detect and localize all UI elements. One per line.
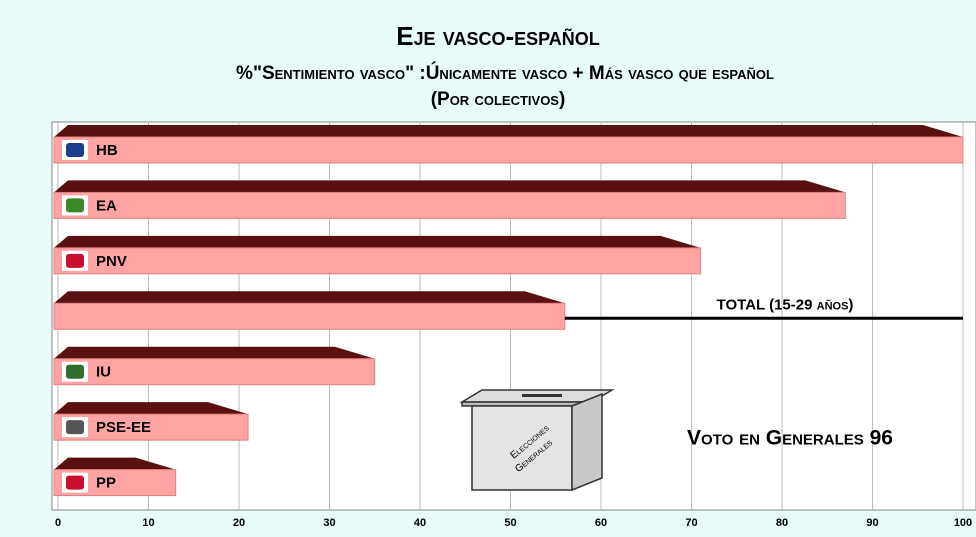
x-tick-label: 50 [504, 517, 516, 529]
bar [53, 191, 846, 219]
x-tick-label: 30 [323, 517, 335, 529]
party-logo [66, 364, 84, 379]
bar [53, 136, 964, 164]
chart-title: Eje vasco-español [396, 21, 600, 51]
x-tick-label: 20 [233, 517, 245, 529]
bar-top [54, 180, 846, 193]
bar-top [54, 291, 565, 304]
bar-top [54, 457, 176, 470]
chart-subtitle: (Por colectivos) [431, 89, 566, 110]
bar-top [54, 235, 701, 248]
bar [53, 302, 566, 330]
category-label: TOTAL (15-29 años) [717, 296, 854, 313]
bar-top [54, 125, 963, 137]
bar-top [54, 402, 249, 415]
x-tick-label: 70 [685, 517, 697, 529]
bars [53, 125, 964, 497]
bar [53, 358, 376, 386]
category-label: PNV [96, 253, 127, 270]
category-label: HB [96, 142, 118, 159]
category-label: IU [96, 364, 111, 381]
party-logo [66, 143, 84, 157]
annotation: Voto en Generales 96 [687, 427, 893, 450]
bar [53, 247, 702, 275]
category-label: EA [96, 197, 117, 214]
category-label: PSE-EE [96, 419, 151, 436]
x-tick-label: 10 [142, 517, 154, 529]
ballot-box: Elecciones Generales [459, 389, 615, 492]
party-logo [66, 420, 84, 435]
x-tick-label: 0 [55, 517, 61, 529]
party-logo [66, 198, 84, 213]
x-tick-label: 100 [954, 517, 972, 529]
chart-subtitle: %"Sentimiento vasco" :Únicamente vasco +… [236, 62, 774, 84]
x-tick-label: 60 [595, 517, 607, 529]
party-logo [66, 475, 84, 490]
category-label: PP [96, 475, 116, 492]
party-logo [66, 253, 84, 268]
bar-top [54, 346, 375, 359]
x-tick-label: 80 [776, 517, 788, 529]
x-tick-label: 40 [414, 517, 426, 529]
x-tick-label: 90 [866, 517, 878, 529]
